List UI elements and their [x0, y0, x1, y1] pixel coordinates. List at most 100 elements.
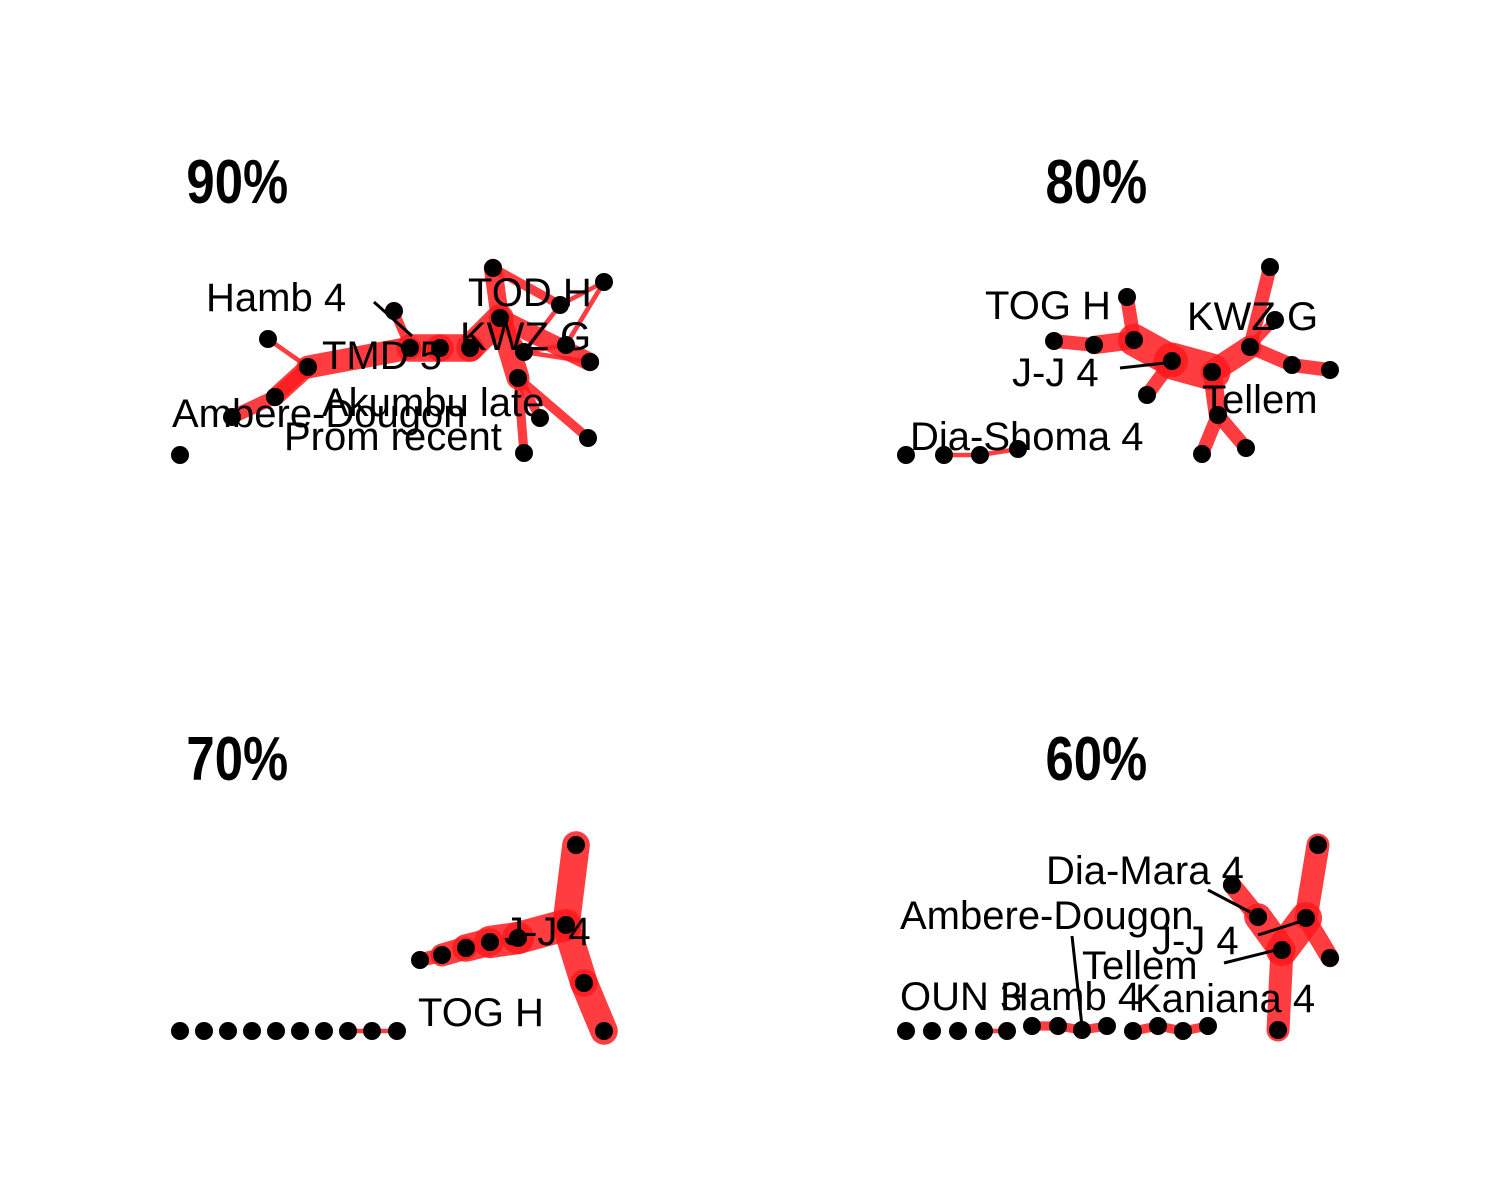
network-node: [457, 939, 475, 957]
network-node: [897, 1022, 915, 1040]
panel-title-70: 70%: [186, 725, 288, 794]
network-node: [1321, 361, 1339, 379]
panel-70: 70% J-J 4 TOG H: [171, 725, 618, 1045]
network-node: [515, 444, 533, 462]
labels-80: TOG H KWZ G J-J 4 Tellem Dia-Shoma 4: [910, 284, 1318, 459]
network-node: [385, 302, 403, 320]
network-node: [267, 1022, 285, 1040]
network-node: [223, 408, 241, 426]
network-node: [1273, 941, 1291, 959]
network-node: [401, 339, 419, 357]
network-edge: [513, 373, 593, 443]
network-node: [509, 929, 527, 947]
network-edge: [513, 373, 529, 458]
network-edge: [488, 263, 565, 310]
network-node: [195, 1022, 213, 1040]
node-label: Hamb 4: [1000, 975, 1140, 1019]
network-node: [433, 946, 451, 964]
network-node: [551, 296, 569, 314]
network-node: [484, 259, 502, 277]
leaders-60: [1070, 888, 1303, 1027]
network-node: [363, 1022, 381, 1040]
labels-70: J-J 4 TOG H: [418, 910, 591, 1035]
network-node: [1199, 1017, 1217, 1035]
network-node: [171, 446, 189, 464]
label-leader-line: [1070, 935, 1084, 1027]
network-node: [1163, 352, 1181, 370]
network-edge: [1294, 833, 1330, 930]
label-leader-line: [1207, 888, 1251, 914]
network-node: [557, 336, 575, 354]
network-node: [949, 1022, 967, 1040]
network-edge: [490, 308, 600, 372]
nodes-80: [897, 258, 1339, 464]
network-node: [509, 369, 527, 387]
labels-60: Dia-Mara 4 Ambere-Dougon J-J 4 Tellem OU…: [900, 849, 1315, 1021]
panel-title-90: 90%: [186, 148, 288, 217]
label-leader-line: [1119, 361, 1166, 370]
label-leader-line: [1223, 948, 1277, 965]
node-label: Tellem: [1202, 378, 1318, 422]
leaders-80: [1119, 361, 1166, 370]
network-node: [171, 1022, 189, 1040]
network-node: [897, 446, 915, 464]
network-node: [1223, 876, 1241, 894]
network-node: [1297, 909, 1315, 927]
node-label: Akumbu late: [322, 381, 544, 425]
network-node: [1283, 356, 1301, 374]
network-node: [339, 1022, 357, 1040]
network-node: [315, 1022, 333, 1040]
network-node: [1045, 332, 1063, 350]
panel-title-60: 60%: [1045, 725, 1147, 794]
nodes-90: [171, 259, 613, 464]
network-node: [481, 933, 499, 951]
nodes-60: [897, 836, 1339, 1040]
network-node: [1321, 949, 1339, 967]
node-label: Dia-Shoma 4: [910, 415, 1143, 459]
network-node: [567, 836, 585, 854]
node-label: TMD 5: [322, 334, 442, 378]
node-label: KWZ G: [1187, 295, 1318, 339]
node-label: Tellem: [1082, 944, 1198, 988]
network-node: [1266, 311, 1284, 329]
panel-80: 80% TOG H KWZ G J-J 4 Tellem Dia-Shoma 4: [897, 148, 1339, 464]
network-node: [259, 330, 277, 348]
network-edge: [1266, 938, 1294, 1042]
network-node: [1174, 1022, 1192, 1040]
network-node: [1073, 1021, 1091, 1039]
label-leader-line: [1257, 919, 1303, 937]
network-node: [1309, 836, 1327, 854]
network-node: [1249, 908, 1267, 926]
network-node: [1118, 288, 1136, 306]
network-node: [1009, 440, 1027, 458]
node-label: OUN 3: [900, 975, 1022, 1019]
network-node: [531, 409, 549, 427]
network-node: [1209, 406, 1227, 424]
node-label: Ambere-Dougon: [900, 894, 1194, 938]
node-label: J-J 4: [504, 910, 591, 954]
labels-90: Hamb 4 TOD H KWZ G TMD 5 Akumbu late Amb…: [172, 271, 592, 459]
network-node: [1269, 1021, 1287, 1039]
network-node: [1237, 439, 1255, 457]
network-node: [299, 358, 317, 376]
node-label: Ambere-Dougon: [172, 392, 466, 436]
node-label: Dia-Mara 4: [1046, 849, 1244, 893]
node-label: Hamb 4: [206, 276, 346, 320]
network-node: [1203, 363, 1221, 381]
network-node: [1124, 1022, 1142, 1040]
panel-90: 90% Hamb 4 TOD H KWZ G TMD 5 Akumbu late…: [171, 148, 613, 464]
nodes-70: [171, 836, 613, 1040]
network-node: [266, 388, 284, 406]
panel-title-80: 80%: [1045, 148, 1147, 217]
network-node: [1085, 336, 1103, 354]
network-edge: [1243, 260, 1277, 354]
network-node: [243, 1022, 261, 1040]
network-node: [1098, 1017, 1116, 1035]
network-node: [1125, 331, 1143, 349]
node-label: TOG H: [985, 284, 1111, 328]
network-node: [595, 1022, 613, 1040]
node-label: J-J 4: [1012, 351, 1099, 395]
node-label: KWZ G: [460, 315, 591, 359]
network-node: [491, 309, 509, 327]
